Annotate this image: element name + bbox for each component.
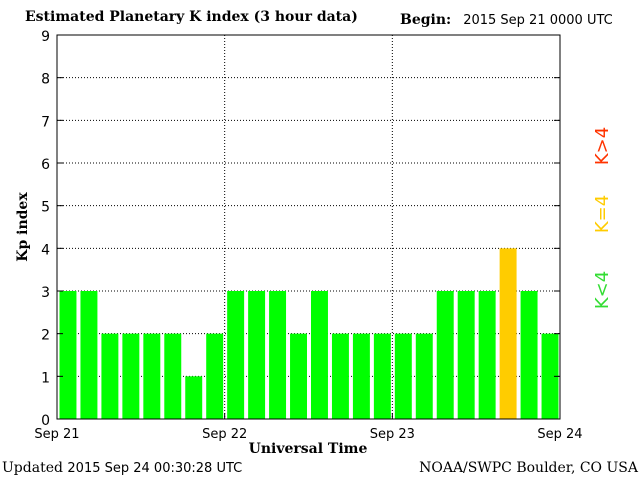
begin-value: 2015 Sep 21 0000 UTC bbox=[463, 13, 613, 28]
y-tick-label: 0 bbox=[41, 413, 50, 429]
y-tick-label: 4 bbox=[41, 242, 50, 258]
kp-bar bbox=[143, 333, 161, 419]
updated-value: 2015 Sep 24 00:30:28 UTC bbox=[67, 461, 243, 476]
kp-bar bbox=[122, 333, 140, 419]
plot-frame bbox=[56, 34, 561, 420]
x-tick-label: Sep 23 bbox=[370, 427, 415, 442]
kp-bar bbox=[101, 333, 119, 419]
y-axis-label: Kp index bbox=[15, 192, 31, 262]
data-source: NOAA/SWPC Boulder, CO USA bbox=[419, 460, 638, 476]
kp-bar bbox=[206, 333, 224, 419]
kp-bar bbox=[541, 333, 559, 419]
kp-bar bbox=[457, 291, 475, 419]
legend-entry: K>4 bbox=[592, 127, 613, 165]
kp-bar bbox=[227, 291, 245, 419]
y-tick-label: 3 bbox=[41, 285, 50, 301]
y-tick-label: 1 bbox=[41, 370, 50, 386]
kp-bar bbox=[248, 291, 266, 419]
updated-timestamp: Updated 2015 Sep 24 00:30:28 UTC bbox=[2, 460, 242, 476]
x-axis-label: Universal Time bbox=[249, 441, 368, 457]
kp-bar bbox=[394, 333, 412, 419]
y-tick-label: 2 bbox=[41, 328, 50, 344]
y-tick-label: 5 bbox=[41, 200, 50, 216]
kp-bar bbox=[520, 291, 538, 419]
kp-bar bbox=[269, 291, 287, 419]
legend-entry: K<4 bbox=[592, 271, 613, 309]
chart-title: Estimated Planetary K index (3 hour data… bbox=[25, 9, 358, 25]
x-tick-label: Sep 22 bbox=[202, 427, 247, 442]
kp-bar bbox=[331, 333, 349, 419]
kp-bar bbox=[164, 333, 182, 419]
kp-bar bbox=[185, 376, 203, 419]
kp-bar bbox=[415, 333, 433, 419]
kp-bar bbox=[59, 291, 77, 419]
y-tick-label: 8 bbox=[41, 72, 50, 88]
legend-entry: K=4 bbox=[592, 195, 613, 233]
y-tick-label: 6 bbox=[41, 157, 50, 173]
x-tick-label: Sep 24 bbox=[537, 427, 582, 442]
kp-bar bbox=[290, 333, 307, 419]
kp-bar bbox=[373, 333, 391, 419]
kp-bar bbox=[478, 291, 496, 419]
kp-bar bbox=[80, 291, 98, 419]
begin-timestamp: Begin: 2015 Sep 21 0000 UTC bbox=[400, 12, 613, 28]
updated-label: Updated bbox=[2, 460, 63, 476]
kp-bar bbox=[499, 248, 517, 419]
kp-bar bbox=[352, 333, 370, 419]
y-tick-label: 9 bbox=[41, 29, 50, 45]
kp-bar bbox=[436, 291, 454, 419]
y-tick-label: 7 bbox=[41, 114, 50, 130]
begin-label: Begin: bbox=[400, 12, 452, 28]
x-tick-label: Sep 21 bbox=[34, 427, 79, 442]
kp-bar bbox=[311, 291, 328, 419]
